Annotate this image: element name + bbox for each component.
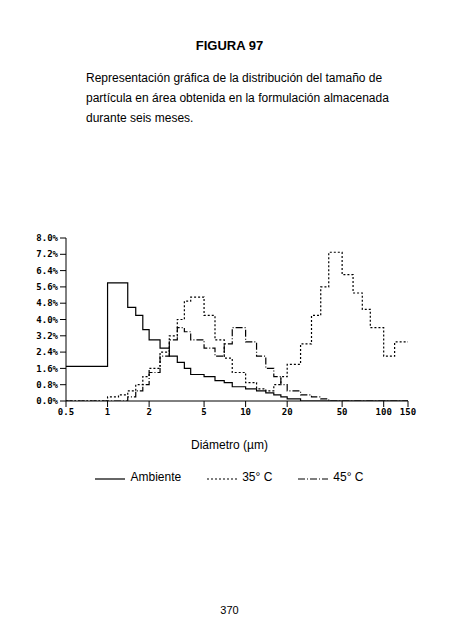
svg-text:7.2%: 7.2% bbox=[36, 249, 58, 259]
svg-text:0.5: 0.5 bbox=[58, 407, 74, 417]
html-text:370: 370 bbox=[220, 604, 239, 616]
svg-text:150: 150 bbox=[400, 407, 416, 417]
svg-text:6.4%: 6.4% bbox=[36, 266, 58, 276]
svg-text:3.2%: 3.2% bbox=[36, 331, 58, 341]
svg-text:8.0%: 8.0% bbox=[36, 233, 58, 243]
svg-text:1.6%: 1.6% bbox=[36, 364, 58, 374]
html-text:35° C: 35° C bbox=[242, 470, 273, 484]
html-text:Representación gráfica de la d: Representación gráfica de la distribució… bbox=[86, 71, 389, 125]
svg-text:0.0%: 0.0% bbox=[36, 396, 58, 406]
html-text:Ambiente: Ambiente bbox=[130, 470, 182, 484]
svg-text:4.8%: 4.8% bbox=[36, 298, 58, 308]
svg-text:50: 50 bbox=[337, 407, 348, 417]
svg-text:0.8%: 0.8% bbox=[36, 380, 58, 390]
svg-text:5.6%: 5.6% bbox=[36, 282, 58, 292]
html-text:FIGURA 97: FIGURA 97 bbox=[195, 38, 264, 53]
html-text:45° C: 45° C bbox=[333, 470, 364, 484]
svg-text:2.4%: 2.4% bbox=[36, 347, 58, 357]
svg-text:10: 10 bbox=[240, 407, 251, 417]
svg-text:5: 5 bbox=[201, 407, 206, 417]
svg-text:1: 1 bbox=[105, 407, 110, 417]
svg-text:4.0%: 4.0% bbox=[36, 315, 58, 325]
svg-text:2: 2 bbox=[146, 407, 151, 417]
svg-text:100: 100 bbox=[376, 407, 392, 417]
svg-text:20: 20 bbox=[282, 407, 293, 417]
html-text:Diámetro (µm): Diámetro (µm) bbox=[191, 438, 268, 452]
